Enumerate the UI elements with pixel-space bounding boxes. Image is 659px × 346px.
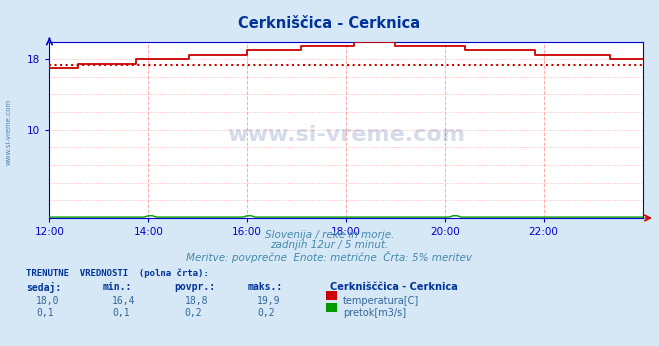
Text: www.si-vreme.com: www.si-vreme.com: [227, 125, 465, 145]
Text: 0,2: 0,2: [257, 308, 275, 318]
Text: 18,8: 18,8: [185, 296, 208, 306]
Text: TRENUTNE  VREDNOSTI  (polna črta):: TRENUTNE VREDNOSTI (polna črta):: [26, 268, 209, 277]
Text: www.si-vreme.com: www.si-vreme.com: [5, 98, 11, 165]
Text: min.:: min.:: [102, 282, 132, 292]
Text: 0,1: 0,1: [112, 308, 130, 318]
Text: 0,1: 0,1: [36, 308, 54, 318]
Text: temperatura[C]: temperatura[C]: [343, 296, 419, 306]
Text: povpr.:: povpr.:: [175, 282, 215, 292]
Text: 0,2: 0,2: [185, 308, 202, 318]
Text: Meritve: povprečne  Enote: metrične  Črta: 5% meritev: Meritve: povprečne Enote: metrične Črta:…: [186, 251, 473, 263]
Text: 18,0: 18,0: [36, 296, 60, 306]
Text: sedaj:: sedaj:: [26, 282, 61, 293]
Text: 19,9: 19,9: [257, 296, 281, 306]
Text: 16,4: 16,4: [112, 296, 136, 306]
Text: Slovenija / reke in morje.: Slovenija / reke in morje.: [265, 230, 394, 240]
Text: maks.:: maks.:: [247, 282, 282, 292]
Text: Cerknišččica - Cerknica: Cerknišččica - Cerknica: [330, 282, 457, 292]
Text: zadnjih 12ur / 5 minut.: zadnjih 12ur / 5 minut.: [270, 240, 389, 251]
Text: Cerkniščica - Cerknica: Cerkniščica - Cerknica: [239, 16, 420, 30]
Text: pretok[m3/s]: pretok[m3/s]: [343, 308, 406, 318]
